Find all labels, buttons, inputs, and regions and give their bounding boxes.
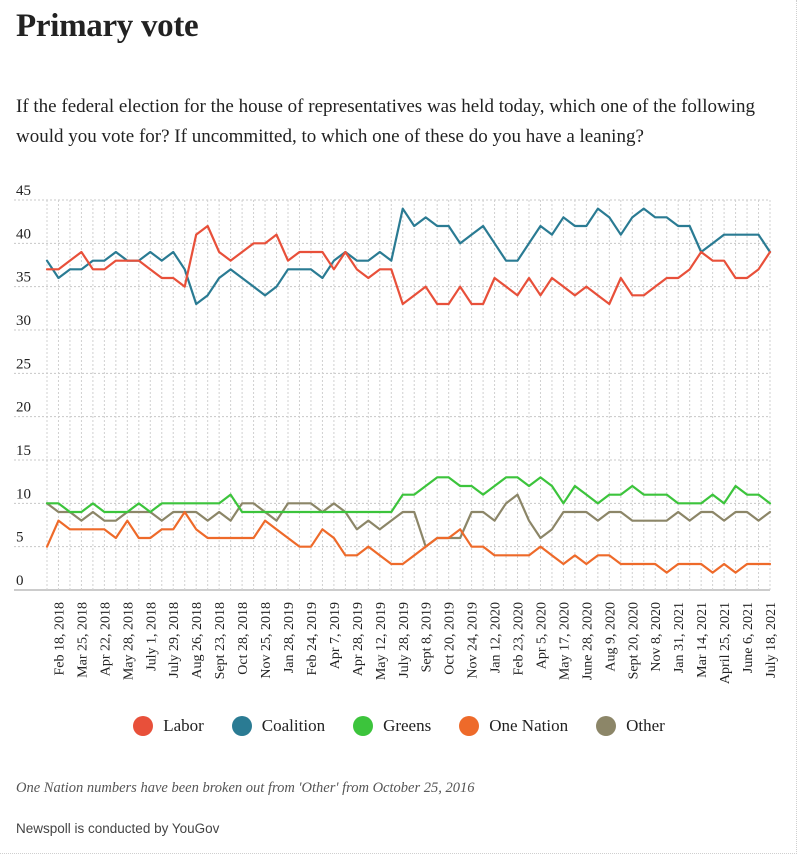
- line-chart: 0 5 10 15 20 25 30 35 40 45 Feb 18, 2018 Mar 25, 2…: [14, 183, 779, 684]
- x-tick-label: Oct 20, 2019: [443, 602, 458, 675]
- x-tick-label: June 6, 2021: [741, 602, 756, 673]
- legend-item-other: Other: [596, 716, 665, 736]
- x-tick-label: July 18, 2021: [764, 602, 779, 678]
- x-tick-label: May 17, 2020: [557, 602, 572, 680]
- x-tick-label: Apr 7, 2019: [328, 602, 343, 669]
- chart-subtitle: If the federal election for the house of…: [16, 96, 755, 147]
- x-tick-label: Sept 23, 2018: [213, 602, 228, 679]
- x-tick-label: Jan 31, 2021: [672, 602, 687, 673]
- series-line-coalition: [45, 207, 772, 306]
- x-tick-label: Oct 28, 2018: [236, 602, 251, 675]
- y-tick-label: 10: [16, 486, 31, 502]
- x-tick-label: Feb 24, 2019: [305, 602, 320, 676]
- x-tick-label: Sept 8, 2019: [420, 602, 435, 672]
- y-tick-label: 45: [16, 183, 31, 199]
- y-tick-label: 35: [16, 270, 31, 286]
- x-tick-label: Jan 28, 2019: [282, 602, 297, 673]
- series-lines: [45, 207, 772, 574]
- x-tick-label: Apr 28, 2019: [351, 602, 366, 676]
- y-tick-label: 15: [16, 443, 31, 459]
- legend-label: Labor: [163, 716, 204, 735]
- series-line-other: [45, 493, 772, 548]
- legend-label: Greens: [383, 716, 432, 735]
- page-title: Primary vote: [16, 8, 199, 44]
- legend-label: One Nation: [489, 716, 569, 735]
- legend-item-one-nation: One Nation: [459, 716, 568, 736]
- legend-item-labor: Labor: [133, 716, 204, 736]
- x-tick-label: Apr 5, 2020: [534, 602, 549, 669]
- x-tick-label: May 28, 2018: [121, 602, 136, 680]
- x-tick-label: Feb 23, 2020: [512, 602, 527, 676]
- y-tick-label: 25: [16, 356, 31, 372]
- legend-swatch: [596, 716, 617, 736]
- x-tick-label: Aug 9, 2020: [603, 602, 618, 672]
- y-tick-label: 20: [16, 400, 31, 416]
- legend-item-greens: Greens: [353, 716, 431, 736]
- series-line-one-nation: [45, 510, 772, 574]
- x-tick-label: April 25, 2021: [718, 602, 733, 684]
- y-tick-label: 30: [16, 313, 31, 329]
- x-tick-label: Feb 18, 2018: [52, 602, 67, 676]
- x-tick-label: Nov 25, 2018: [259, 602, 274, 679]
- x-tick-label: May 12, 2019: [374, 602, 389, 680]
- y-tick-label: 5: [16, 530, 24, 546]
- x-tick-label: Jan 12, 2020: [489, 602, 504, 673]
- x-tick-label: Nov 8, 2020: [649, 602, 664, 672]
- legend-swatch: [133, 716, 154, 736]
- x-tick-label: July 29, 2018: [167, 602, 182, 678]
- x-tick-label: Sept 20, 2020: [626, 602, 641, 679]
- x-tick-label: July 1, 2018: [144, 602, 159, 671]
- series-line-greens: [45, 476, 772, 514]
- x-gridlines: [46, 200, 771, 590]
- source-credit: Newspoll is conducted by YouGov: [16, 821, 220, 836]
- x-axis-ticks: Feb 18, 2018 Mar 25, 2018 Apr 22, 2018 May …: [52, 602, 779, 684]
- x-tick-label: Apr 22, 2018: [98, 602, 113, 676]
- footnote: One Nation numbers have been broken out …: [16, 780, 475, 796]
- x-tick-label: Nov 24, 2019: [466, 602, 481, 679]
- legend-swatch: [459, 716, 480, 736]
- legend-swatch: [231, 716, 252, 736]
- x-tick-label: Aug 26, 2018: [190, 602, 205, 679]
- y-tick-label: 0: [16, 573, 24, 589]
- legend-label: Other: [626, 716, 665, 735]
- y-axis-ticks: 0 5 10 15 20 25 30 35 40 45: [16, 183, 31, 589]
- legend-label: Coalition: [261, 716, 326, 735]
- legend-item-coalition: Coalition: [231, 716, 326, 736]
- legend-swatch: [353, 716, 374, 736]
- y-tick-label: 40: [16, 226, 31, 242]
- x-tick-label: Mar 14, 2021: [695, 602, 710, 678]
- x-tick-label: June 28, 2020: [580, 602, 595, 680]
- series-line-labor: [45, 224, 772, 306]
- chart-legend: Labor Coalition Greens One Nation Other: [0, 716, 798, 736]
- x-tick-label: July 28, 2019: [397, 602, 412, 678]
- x-tick-label: Mar 25, 2018: [75, 602, 90, 678]
